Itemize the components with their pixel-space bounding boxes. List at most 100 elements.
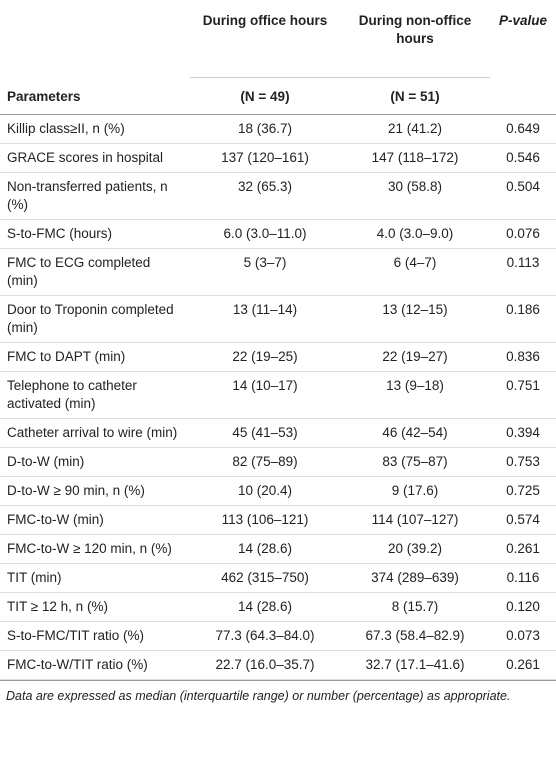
parameter-cell: TIT (min) [0,563,190,593]
value-cell: 0.076 [490,219,556,249]
value-cell: 32.7 (17.1–41.6) [340,650,490,680]
value-cell: 0.725 [490,476,556,506]
value-cell: 113 (106–121) [190,505,340,535]
value-cell: 0.574 [490,505,556,535]
value-cell: 147 (118–172) [340,143,490,173]
value-cell: 20 (39.2) [340,534,490,564]
parameter-cell: GRACE scores in hospital [0,143,190,173]
table-row: S-to-FMC (hours) 6.0 (3.0–11.0) 4.0 (3.0–9… [0,219,556,249]
parameter-cell: FMC-to-W ≥ 120 min, n (%) [0,534,190,564]
value-cell: 0.113 [490,248,556,296]
table-body: Killip class≥II, n (%) 18 (36.7) 21 (41.2)… [0,114,556,680]
value-cell: 22.7 (16.0–35.7) [190,650,340,680]
table-row: TIT ≥ 12 h, n (%) 14 (28.6) 8 (15.7) 0.120 [0,592,556,622]
value-cell: 0.261 [490,534,556,564]
value-cell: 4.0 (3.0–9.0) [340,219,490,249]
value-cell: 45 (41–53) [190,418,340,448]
header-cell: During office hours [190,0,340,78]
value-cell: 13 (9–18) [340,371,490,419]
header-cell [0,0,190,78]
value-cell: 82 (75–89) [190,447,340,477]
parameter-cell: Non-transferred patients, n (%) [0,172,190,220]
value-cell: 13 (11–14) [190,295,340,343]
value-cell: 14 (28.6) [190,534,340,564]
value-cell: 114 (107–127) [340,505,490,535]
value-cell: 83 (75–87) [340,447,490,477]
parameter-cell: TIT ≥ 12 h, n (%) [0,592,190,622]
parameter-cell: Door to Troponin completed (min) [0,295,190,343]
value-cell: 22 (19–25) [190,342,340,372]
value-cell: 10 (20.4) [190,476,340,506]
value-cell: 462 (315–750) [190,563,340,593]
value-cell: 0.649 [490,114,556,144]
value-cell: 32 (65.3) [190,172,340,220]
value-cell: 14 (28.6) [190,592,340,622]
value-cell: 0.261 [490,650,556,680]
value-cell: 30 (58.8) [340,172,490,220]
value-cell: 13 (12–15) [340,295,490,343]
value-cell: 14 (10–17) [190,371,340,419]
table-row: GRACE scores in hospital 137 (120–161) 147… [0,143,556,173]
data-table: During office hours During non-office ho… [0,0,556,680]
table-row: Door to Troponin completed (min) 13 (11–1… [0,295,556,343]
header-row: During office hours During non-office ho… [0,0,556,78]
value-cell: 21 (41.2) [340,114,490,144]
value-cell: 0.546 [490,143,556,173]
value-cell: 374 (289–639) [340,563,490,593]
header-cell: During non-office hours [340,0,490,78]
parameter-cell: Telephone to catheter activated (min) [0,371,190,419]
value-cell: 0.836 [490,342,556,372]
value-cell: 67.3 (58.4–82.9) [340,621,490,651]
table-header: During office hours During non-office ho… [0,0,556,115]
value-cell: 5 (3–7) [190,248,340,296]
value-cell: 22 (19–27) [340,342,490,372]
parameter-cell: FMC-to-W (min) [0,505,190,535]
table-row: TIT (min) 462 (315–750) 374 (289–639) 0.116 [0,563,556,593]
value-cell: 8 (15.7) [340,592,490,622]
value-cell: 137 (120–161) [190,143,340,173]
header-cell: Parameters [0,77,190,115]
table-row: FMC-to-W ≥ 120 min, n (%) 14 (28.6) 20 (39… [0,534,556,564]
table-row: Catheter arrival to wire (min) 45 (41–53)… [0,418,556,448]
value-cell: 0.073 [490,621,556,651]
value-cell: 77.3 (64.3–84.0) [190,621,340,651]
parameter-cell: FMC to ECG completed (min) [0,248,190,296]
parameter-cell: D-to-W (min) [0,447,190,477]
value-cell: 0.116 [490,563,556,593]
value-cell: 0.504 [490,172,556,220]
header-cell: (N = 49) [190,77,340,115]
parameter-cell: FMC-to-W/TIT ratio (%) [0,650,190,680]
parameter-cell: S-to-FMC/TIT ratio (%) [0,621,190,651]
parameter-cell: S-to-FMC (hours) [0,219,190,249]
parameter-cell: FMC to DAPT (min) [0,342,190,372]
parameter-cell: Catheter arrival to wire (min) [0,418,190,448]
table-row: S-to-FMC/TIT ratio (%) 77.3 (64.3–84.0) 67… [0,621,556,651]
value-cell: 0.753 [490,447,556,477]
header-cell [490,77,556,115]
header-cell: (N = 51) [340,77,490,115]
value-cell: 18 (36.7) [190,114,340,144]
table-row: D-to-W (min) 82 (75–89) 83 (75–87) 0.753 [0,447,556,477]
header-cell: P-value [498,13,548,28]
subheader-row: Parameters (N = 49) (N = 51) [0,77,556,115]
table-row: Non-transferred patients, n (%) 32 (65.3)… [0,172,556,220]
value-cell: 6 (4–7) [340,248,490,296]
value-cell: 6.0 (3.0–11.0) [190,219,340,249]
value-cell: 46 (42–54) [340,418,490,448]
table-row: FMC to ECG completed (min) 5 (3–7) 6 (4–7)… [0,248,556,296]
table-row: Telephone to catheter activated (min) 14 … [0,371,556,419]
parameter-cell: D-to-W ≥ 90 min, n (%) [0,476,190,506]
value-cell: 0.186 [490,295,556,343]
parameter-cell: Killip class≥II, n (%) [0,114,190,144]
value-cell: 0.751 [490,371,556,419]
table-row: FMC-to-W/TIT ratio (%) 22.7 (16.0–35.7) 32… [0,650,556,680]
value-cell: 0.394 [490,418,556,448]
table-row: D-to-W ≥ 90 min, n (%) 10 (20.4) 9 (17.6) 0… [0,476,556,506]
value-cell: 0.120 [490,592,556,622]
table-row: FMC to DAPT (min) 22 (19–25) 22 (19–27) 0.8… [0,342,556,372]
footnote: Data are expressed as median (interquart… [0,680,556,703]
table-row: FMC-to-W (min) 113 (106–121) 114 (107–127)… [0,505,556,535]
value-cell: 9 (17.6) [340,476,490,506]
table-row: Killip class≥II, n (%) 18 (36.7) 21 (41.2)… [0,114,556,144]
